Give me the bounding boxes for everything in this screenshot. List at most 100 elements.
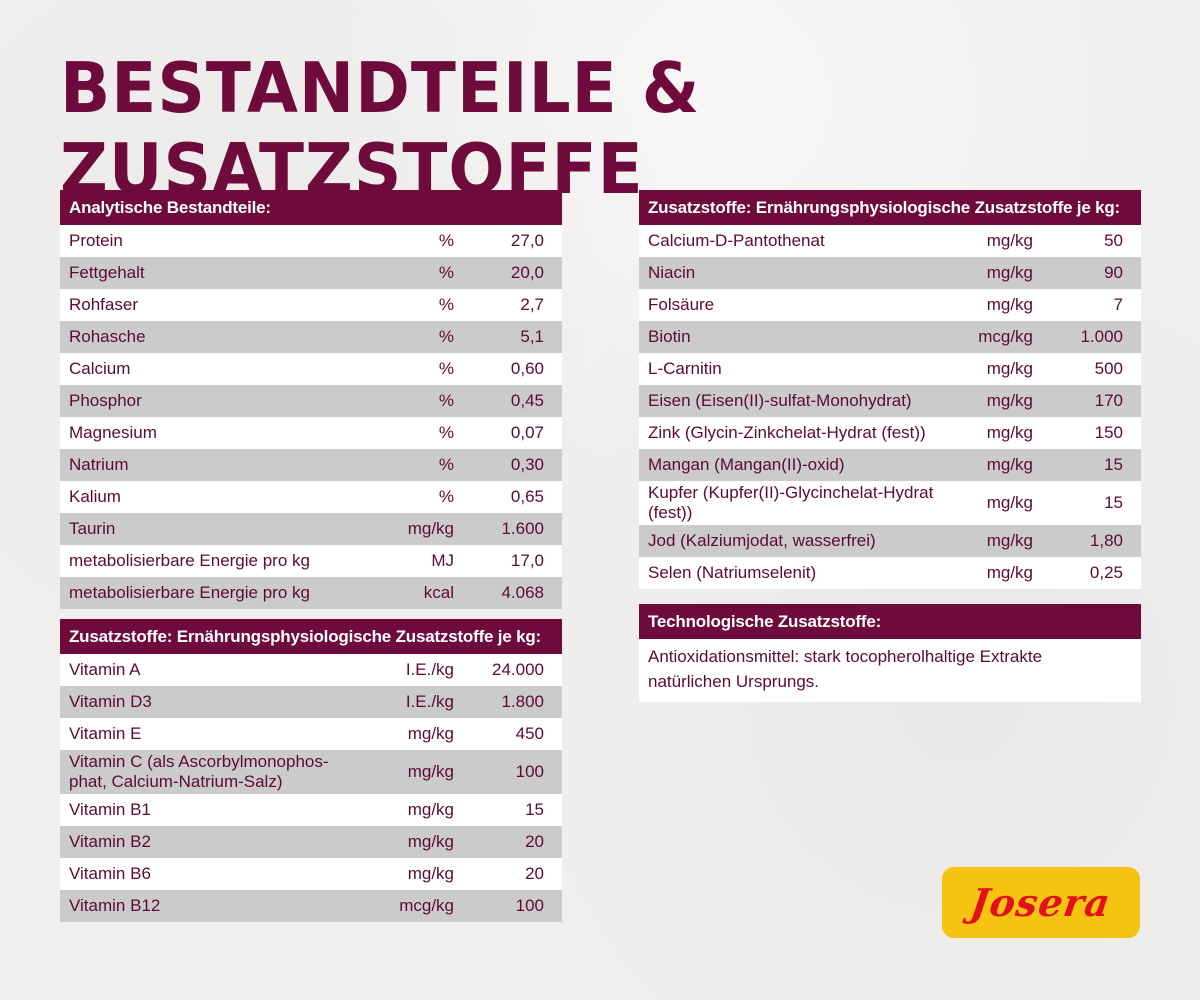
row-name-line1: Vitamin C (als Ascorbylmonophos- bbox=[69, 752, 329, 771]
row-unit: mg/kg bbox=[382, 718, 462, 750]
row-value: 0,07 bbox=[462, 417, 562, 449]
row-unit: mg/kg bbox=[951, 289, 1041, 321]
row-name: Eisen (Eisen(II)-sulfat-Monohydrat) bbox=[639, 385, 951, 417]
row-value: 20 bbox=[462, 858, 562, 890]
row-name: Vitamin A bbox=[60, 654, 382, 686]
josera-logo: Josera bbox=[942, 867, 1140, 938]
row-name: Mangan (Mangan(II)-oxid) bbox=[639, 449, 951, 481]
row-unit: mg/kg bbox=[951, 257, 1041, 289]
table-row: Mangan (Mangan(II)-oxid) mg/kg 15 bbox=[639, 449, 1141, 481]
row-value: 170 bbox=[1041, 385, 1141, 417]
row-unit: % bbox=[382, 289, 462, 321]
vitamins-header: Zusatzstoffe: Ernährungsphysiologische Z… bbox=[60, 619, 562, 654]
row-unit: % bbox=[382, 385, 462, 417]
table-row: Kupfer (Kupfer(II)-Glycinchelat-Hydrat (f… bbox=[639, 481, 1141, 525]
vitamins-panel: Zusatzstoffe: Ernährungsphysiologische Z… bbox=[60, 619, 562, 922]
row-unit: mg/kg bbox=[951, 525, 1041, 557]
table-row: Magnesium% 0,07 bbox=[60, 417, 562, 449]
row-name: Vitamin B1 bbox=[60, 794, 382, 826]
analytical-panel: Analytische Bestandteile: Protein% 27,0 F… bbox=[60, 190, 562, 609]
row-value: 17,0 bbox=[462, 545, 562, 577]
table-row: Fettgehalt% 20,0 bbox=[60, 257, 562, 289]
row-value: 500 bbox=[1041, 353, 1141, 385]
row-value: 450 bbox=[462, 718, 562, 750]
row-unit: % bbox=[382, 481, 462, 513]
row-name: Magnesium bbox=[60, 417, 382, 449]
row-unit: mg/kg bbox=[382, 858, 462, 890]
table-row: metabolisierbare Energie pro kg kcal 4.068 bbox=[60, 577, 562, 609]
row-unit: mg/kg bbox=[951, 385, 1041, 417]
row-value: 0,30 bbox=[462, 449, 562, 481]
row-unit: mg/kg bbox=[951, 417, 1041, 449]
row-name: Jod (Kalziumjodat, wasserfrei) bbox=[639, 525, 951, 557]
row-unit: mg/kg bbox=[382, 826, 462, 858]
row-name: Selen (Natriumselenit) bbox=[639, 557, 951, 589]
logo-text: Josera bbox=[968, 880, 1114, 925]
row-unit: mg/kg bbox=[382, 513, 462, 545]
row-value: 1.600 bbox=[462, 513, 562, 545]
row-name: Fettgehalt bbox=[60, 257, 382, 289]
row-name: Biotin bbox=[639, 321, 951, 353]
analytical-header: Analytische Bestandteile: bbox=[60, 190, 562, 225]
row-unit: I.E./kg bbox=[382, 654, 462, 686]
table-row: Biotin mcg/kg 1.000 bbox=[639, 321, 1141, 353]
row-name: Vitamin B12 bbox=[60, 890, 382, 922]
page-title: BESTANDTEILE & ZUSATZSTOFFE bbox=[60, 48, 701, 210]
row-value: 20,0 bbox=[462, 257, 562, 289]
row-name: Calcium-D-Pantothenat bbox=[639, 225, 951, 257]
row-name: Vitamin B6 bbox=[60, 858, 382, 890]
table-row: Protein% 27,0 bbox=[60, 225, 562, 257]
minerals-panel: Zusatzstoffe: Ernährungsphysiologische Z… bbox=[639, 190, 1141, 589]
row-name: Phosphor bbox=[60, 385, 382, 417]
table-row: Vitamin D3 I.E./kg 1.800 bbox=[60, 686, 562, 718]
row-value: 20 bbox=[462, 826, 562, 858]
table-row: Vitamin B12 mcg/kg 100 bbox=[60, 890, 562, 922]
row-unit: % bbox=[382, 449, 462, 481]
row-name: Calcium bbox=[60, 353, 382, 385]
table-row: Vitamin B6 mg/kg 20 bbox=[60, 858, 562, 890]
row-name: Vitamin C (als Ascorbylmonophos-phat, Ca… bbox=[60, 750, 382, 794]
table-row: Vitamin C (als Ascorbylmonophos-phat, Ca… bbox=[60, 750, 562, 794]
row-name-line2: phat, Calcium-Natrium-Salz) bbox=[69, 772, 283, 791]
row-unit: mcg/kg bbox=[951, 321, 1041, 353]
row-name: Kupfer (Kupfer(II)-Glycinchelat-Hydrat (f… bbox=[639, 481, 951, 525]
row-name-line2: (fest)) bbox=[648, 503, 693, 522]
row-value: 0,65 bbox=[462, 481, 562, 513]
row-value: 1.800 bbox=[462, 686, 562, 718]
row-value: 50 bbox=[1041, 225, 1141, 257]
row-name: Folsäure bbox=[639, 289, 951, 321]
row-value: 5,1 bbox=[462, 321, 562, 353]
table-row: Calcium-D-Pantothenat mg/kg 50 bbox=[639, 225, 1141, 257]
technological-body: Antioxidationsmittel: stark tocopherolha… bbox=[639, 639, 1141, 702]
row-unit: % bbox=[382, 353, 462, 385]
table-row: Rohasche% 5,1 bbox=[60, 321, 562, 353]
row-value: 150 bbox=[1041, 417, 1141, 449]
table-row: Vitamin B2 mg/kg 20 bbox=[60, 826, 562, 858]
row-value: 15 bbox=[1041, 481, 1141, 525]
row-name: Vitamin B2 bbox=[60, 826, 382, 858]
technological-panel: Technologische Zusatzstoffe: Antioxidati… bbox=[639, 604, 1141, 702]
table-row: Kalium% 0,65 bbox=[60, 481, 562, 513]
vitamins-table: Vitamin A I.E./kg 24.000 Vitamin D3 I.E./kg… bbox=[60, 654, 562, 922]
row-name: Rohfaser bbox=[60, 289, 382, 321]
row-value: 24.000 bbox=[462, 654, 562, 686]
row-value: 15 bbox=[462, 794, 562, 826]
row-unit: % bbox=[382, 417, 462, 449]
row-name: L-Carnitin bbox=[639, 353, 951, 385]
row-name: Zink (Glycin-Zinkchelat-Hydrat (fest)) bbox=[639, 417, 951, 449]
row-name: Protein bbox=[60, 225, 382, 257]
row-value: 0,25 bbox=[1041, 557, 1141, 589]
row-unit: MJ bbox=[382, 545, 462, 577]
table-row: Zink (Glycin-Zinkchelat-Hydrat (fest)) mg… bbox=[639, 417, 1141, 449]
row-unit: mg/kg bbox=[951, 353, 1041, 385]
analytical-table: Protein% 27,0 Fettgehalt% 20,0 Rohfaser% 2,… bbox=[60, 225, 562, 609]
row-unit: I.E./kg bbox=[382, 686, 462, 718]
row-value: 100 bbox=[462, 890, 562, 922]
table-row: L-Carnitin mg/kg 500 bbox=[639, 353, 1141, 385]
row-value: 0,60 bbox=[462, 353, 562, 385]
row-unit: mg/kg bbox=[951, 225, 1041, 257]
table-row: Selen (Natriumselenit) mg/kg 0,25 bbox=[639, 557, 1141, 589]
table-row: Taurin mg/kg 1.600 bbox=[60, 513, 562, 545]
row-unit: mcg/kg bbox=[382, 890, 462, 922]
